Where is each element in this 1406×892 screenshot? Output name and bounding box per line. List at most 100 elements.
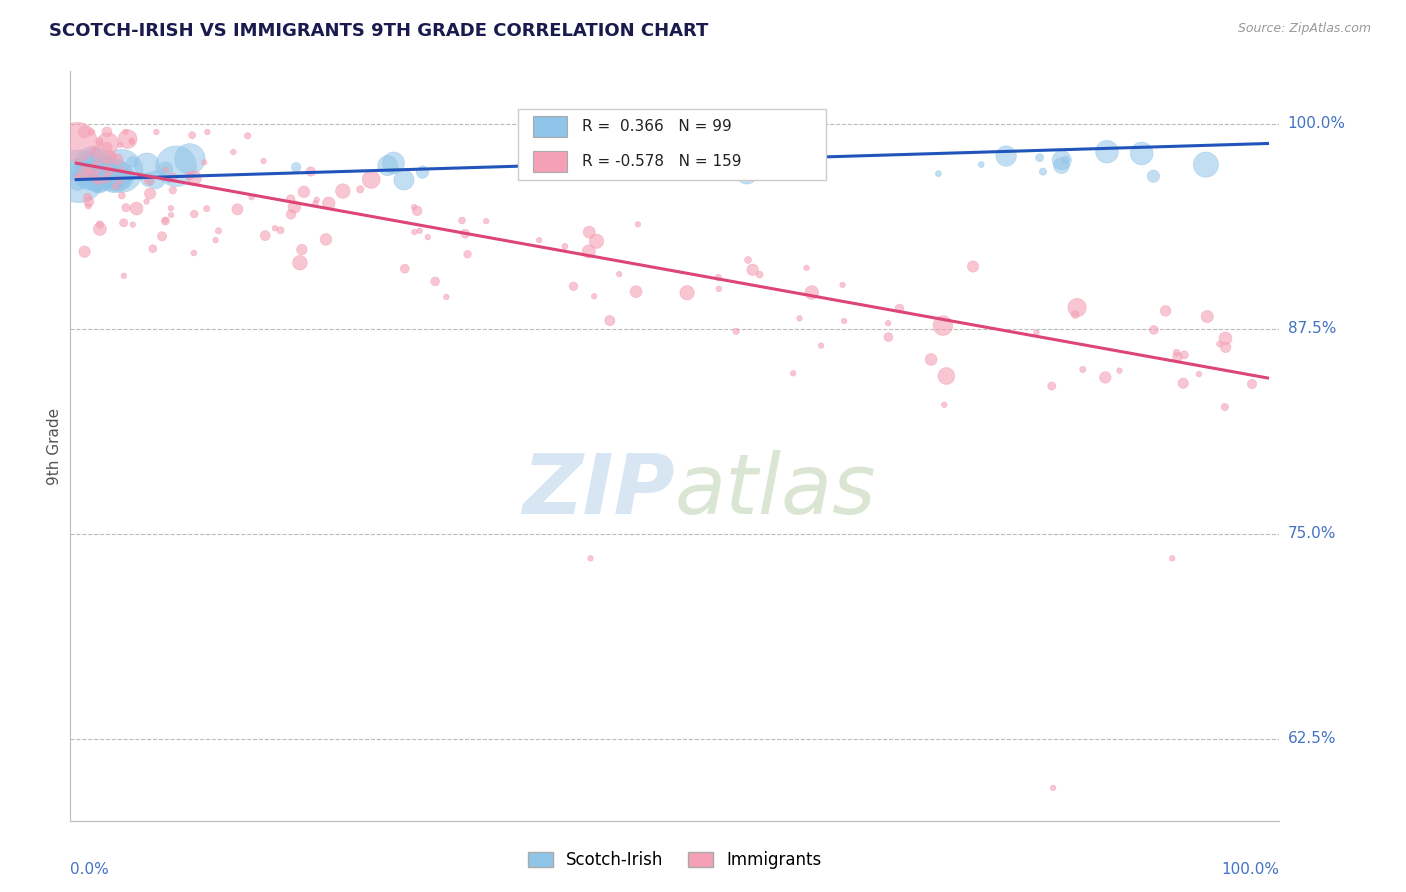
FancyBboxPatch shape — [533, 116, 567, 136]
Point — [160, 208, 183, 222]
Text: ZIP: ZIP — [522, 450, 675, 532]
Point — [707, 270, 730, 285]
Point — [155, 214, 177, 228]
Point — [67, 161, 90, 176]
Point — [98, 165, 121, 179]
Point — [578, 225, 600, 239]
Point — [83, 158, 105, 172]
Point — [177, 169, 200, 183]
Point — [934, 398, 956, 412]
Point — [82, 147, 104, 161]
Point — [434, 290, 457, 304]
Point — [82, 158, 104, 172]
Point — [84, 172, 107, 186]
Point — [204, 233, 226, 247]
Point — [412, 165, 434, 179]
Point — [1025, 326, 1047, 340]
Point — [84, 162, 107, 177]
Point — [121, 135, 143, 149]
Text: atlas: atlas — [675, 450, 876, 532]
Point — [789, 311, 811, 326]
Point — [100, 175, 122, 189]
Point — [394, 261, 416, 276]
Point — [79, 158, 101, 172]
Point — [183, 171, 205, 186]
Point — [579, 551, 602, 566]
Point — [292, 185, 315, 199]
Point — [87, 167, 110, 181]
Point — [84, 173, 107, 187]
Point — [288, 256, 311, 270]
Point — [554, 239, 576, 253]
Point — [121, 134, 143, 148]
Point — [66, 155, 89, 169]
Point — [193, 155, 215, 169]
Point — [96, 125, 118, 139]
Point — [97, 164, 120, 178]
Point — [105, 171, 128, 186]
Point — [664, 158, 686, 172]
Point — [1064, 308, 1087, 322]
Point — [76, 167, 98, 181]
Point — [416, 230, 439, 244]
Point — [138, 173, 160, 187]
Point — [96, 140, 118, 154]
Point — [155, 163, 177, 178]
Point — [475, 214, 498, 228]
Point — [572, 161, 595, 175]
Point — [269, 223, 291, 237]
Point — [120, 169, 142, 183]
Point — [280, 192, 302, 206]
Point — [179, 152, 201, 166]
Point — [103, 167, 125, 181]
Point — [782, 366, 804, 380]
Point — [1094, 370, 1116, 384]
Point — [105, 153, 128, 167]
Point — [142, 242, 165, 256]
Point — [1066, 301, 1088, 315]
Point — [1195, 158, 1218, 172]
Point — [82, 167, 104, 181]
Point — [70, 171, 93, 186]
Point — [76, 190, 98, 204]
Point — [404, 225, 426, 239]
Point — [86, 164, 108, 178]
Point — [408, 224, 430, 238]
Point — [108, 173, 131, 187]
Point — [291, 243, 314, 257]
Point — [67, 158, 90, 172]
Point — [104, 179, 127, 194]
Point — [360, 172, 382, 186]
Point — [90, 153, 112, 167]
Point — [254, 228, 277, 243]
Point — [332, 184, 354, 198]
Point — [183, 207, 205, 221]
Point — [1213, 400, 1236, 414]
Point — [995, 149, 1018, 163]
Point — [624, 285, 647, 299]
Point — [86, 160, 108, 174]
Point — [96, 172, 118, 186]
Point — [425, 274, 447, 288]
Point — [183, 246, 205, 260]
Point — [136, 172, 159, 186]
Point — [108, 169, 131, 183]
Point — [1154, 303, 1177, 318]
Point — [145, 125, 167, 139]
Point — [84, 156, 107, 170]
Point — [79, 167, 101, 181]
Point — [72, 162, 94, 177]
Text: 100.0%: 100.0% — [1288, 116, 1346, 131]
Point — [83, 172, 105, 186]
Point — [195, 202, 218, 216]
Point — [392, 173, 415, 187]
Point — [107, 174, 129, 188]
Point — [73, 244, 96, 259]
Point — [1095, 145, 1118, 159]
Point — [155, 162, 177, 177]
Point — [349, 182, 371, 196]
Point — [89, 218, 111, 232]
Point — [451, 213, 474, 227]
Text: 0.0%: 0.0% — [70, 862, 110, 877]
Point — [1042, 780, 1064, 795]
